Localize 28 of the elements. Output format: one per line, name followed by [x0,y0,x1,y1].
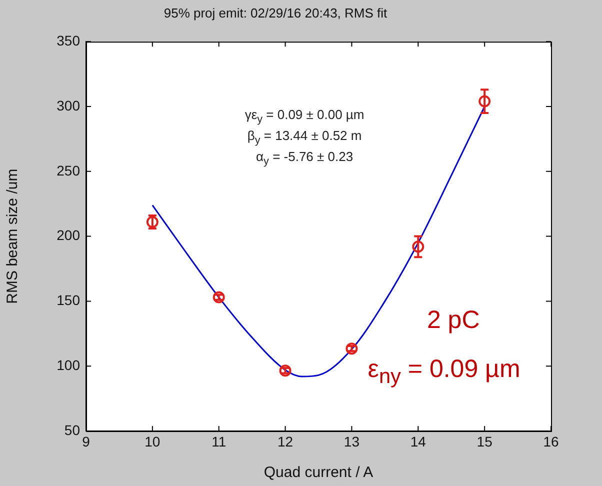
x-tick-label: 11 [212,433,226,450]
annotation: 2 pC [426,306,480,335]
x-tick-label: 13 [344,433,360,450]
x-tick-label: 15 [476,433,493,450]
y-tick-label: 100 [56,356,80,373]
point [346,342,358,355]
y-tick-label: 150 [56,292,80,308]
point [212,291,225,304]
point [279,364,292,377]
point [478,95,491,108]
y-tick-label: 200 [56,227,80,244]
y-tick-label: 50 [64,422,80,438]
y-tick-label: 300 [56,97,80,114]
point [412,240,424,253]
x-tick-label: 16 [543,433,559,450]
chart-title: 95% proj emit: 02/29/16 20:43, RMS fit [164,5,388,20]
x-tick-label: 10 [144,433,160,450]
x-tick-label: 9 [82,433,90,450]
x-axis-title: Quad current / A [264,464,374,482]
annotation: ε$_{ny}$ = 0.09 µm [368,354,520,389]
annotation: α$_{y}$ = -5.76 ± 0.23 [256,149,354,168]
x-tick-label: 12 [277,433,294,450]
y-tick-label: 250 [56,162,80,178]
annotation: γε$_{y}$ = 0.09 ± 0.00 µm [244,106,364,126]
y-axis-title: RMS beam size /um [4,168,22,304]
annotation: β$_{y}$ = 13.44 ± 0.52 m [247,128,362,147]
y-tick-label: 350 [56,32,80,48]
x-tick-label: 14 [410,433,426,450]
